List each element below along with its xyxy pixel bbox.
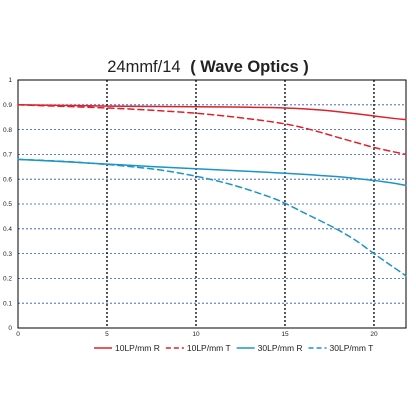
y-tick-label: 0.4 bbox=[3, 226, 12, 233]
series-line-3 bbox=[17, 158, 407, 187]
series-line-1 bbox=[17, 104, 407, 121]
y-tick-label: 0.1 bbox=[3, 300, 12, 307]
legend-label-2: 10LP/mm T bbox=[187, 343, 231, 353]
series-layer bbox=[17, 104, 407, 277]
y-tick-label: 0.7 bbox=[3, 152, 12, 159]
legend-label-4: 30LP/mm T bbox=[330, 343, 374, 353]
x-tick-label: 0 bbox=[16, 331, 20, 338]
y-tick-labels: 0 0.1 0.2 0.3 0.4 0.5 0.6 0.7 0.8 0.9 1 bbox=[3, 77, 12, 332]
y-tick-label: 1 bbox=[8, 77, 12, 84]
y-tick-label: 0.3 bbox=[3, 251, 12, 258]
chart-title-bold: ( Wave Optics ) bbox=[190, 58, 309, 76]
chart-title: 24mmf/14 ( Wave Optics ) bbox=[107, 58, 309, 76]
series-line-4 bbox=[17, 158, 407, 277]
legend-label-1: 10LP/mm R bbox=[115, 343, 160, 353]
x-tick-label: 5 bbox=[105, 331, 109, 338]
chart-title-plain: 24mmf/14 bbox=[107, 58, 180, 76]
series-line-2 bbox=[17, 104, 407, 156]
x-tick-label: 20 bbox=[370, 331, 378, 338]
x-tick-labels: 0 5 10 15 20 bbox=[16, 331, 378, 338]
y-tick-label: 0.5 bbox=[3, 201, 12, 208]
plot-frame bbox=[17, 79, 407, 329]
y-tick-label: 0.2 bbox=[3, 276, 12, 283]
legend: 10LP/mm R 10LP/mm T 30LP/mm R 30LP/mm T bbox=[94, 343, 373, 353]
x-tick-label: 15 bbox=[281, 331, 289, 338]
y-tick-label: 0.8 bbox=[3, 127, 12, 134]
x-tick-label: 10 bbox=[192, 331, 200, 338]
y-tick-label: 0.6 bbox=[3, 176, 12, 183]
grid-layer bbox=[18, 80, 406, 328]
y-tick-label: 0.9 bbox=[3, 102, 12, 109]
y-tick-label: 0 bbox=[8, 325, 12, 332]
legend-label-3: 30LP/mm R bbox=[258, 343, 303, 353]
